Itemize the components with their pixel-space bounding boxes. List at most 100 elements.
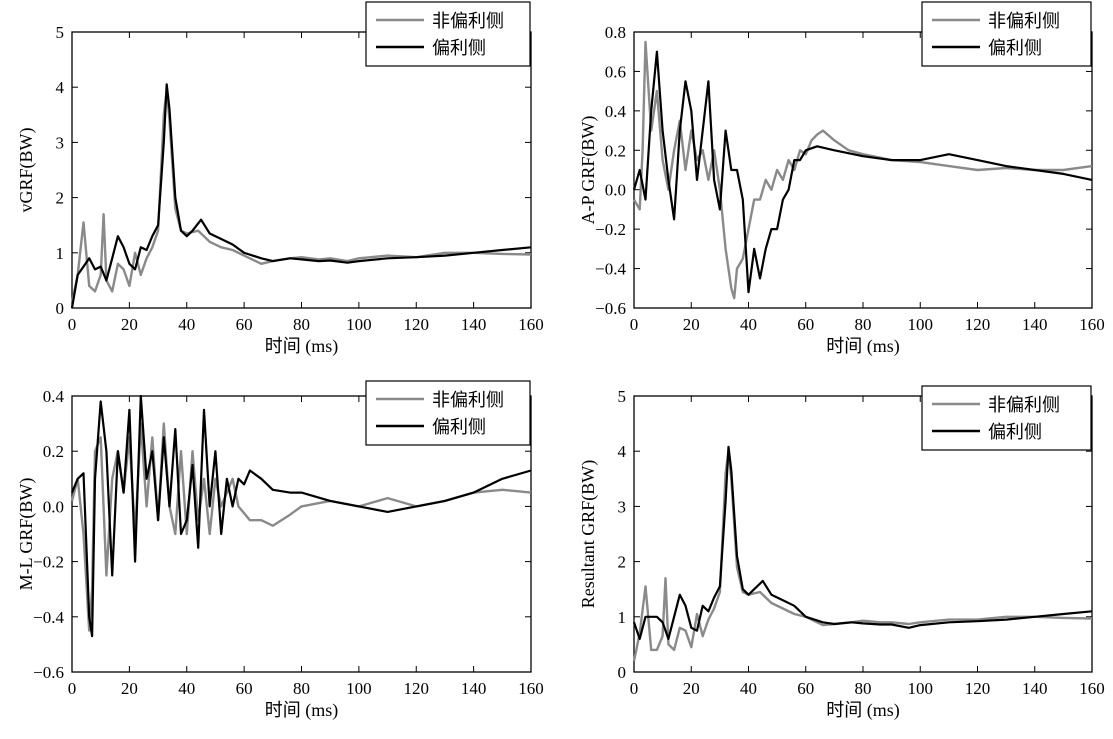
- legend-label: 偏利侧: [432, 38, 486, 59]
- y-tick-label: 2: [56, 189, 65, 208]
- x-tick-label: 80: [293, 315, 310, 334]
- y-tick-label: −0.6: [595, 299, 626, 318]
- x-tick-label: 60: [797, 679, 814, 698]
- y-tick-label: 0: [618, 663, 627, 682]
- x-tick-label: 160: [518, 679, 544, 698]
- series-line-dominant: [632, 50, 1093, 294]
- x-tick-label: 60: [236, 679, 253, 698]
- x-tick-label: 160: [1079, 315, 1105, 334]
- y-tick-label: 0.4: [605, 102, 627, 121]
- y-tick-label: −0.6: [33, 663, 64, 682]
- x-tick-label: 0: [68, 679, 77, 698]
- x-tick-label: 140: [461, 315, 487, 334]
- x-tick-label: 100: [346, 315, 372, 334]
- x-axis-label: 时间 (ms): [265, 700, 339, 721]
- x-tick-label: 160: [518, 315, 544, 334]
- x-tick-label: 120: [404, 679, 430, 698]
- y-tick-label: 0.6: [605, 62, 626, 81]
- y-tick-label: −0.2: [595, 220, 626, 239]
- y-axis-label: A-P GRF(BW): [578, 116, 599, 225]
- chart-panel-1: 0 20 40 60 80 100 120 140 160 0 1 2 3 4 5 时间 (ms) vGRF(B…: [16, 1, 544, 357]
- x-tick-label: 120: [965, 315, 991, 334]
- x-tick-label: 0: [630, 679, 639, 698]
- x-tick-label: 80: [855, 315, 872, 334]
- y-tick-label: −0.2: [33, 553, 64, 572]
- y-tick-label: 0.2: [605, 141, 626, 160]
- x-tick-label: 120: [404, 315, 430, 334]
- series-line-dominant: [70, 83, 532, 309]
- x-tick-label: 140: [461, 679, 487, 698]
- plot-frame: [71, 31, 532, 309]
- x-tick-label: 80: [293, 679, 310, 698]
- legend-label: 非偏利侧: [988, 395, 1060, 416]
- x-axis-label: 时间 (ms): [265, 336, 339, 357]
- series-line-non-dominant: [70, 422, 532, 632]
- x-tick-label: 20: [121, 679, 138, 698]
- x-tick-label: 40: [740, 315, 757, 334]
- y-tick-label: 0: [56, 299, 65, 318]
- y-tick-label: 5: [618, 387, 627, 406]
- y-tick-label: 3: [618, 497, 627, 516]
- series-line-non-dominant: [70, 88, 532, 303]
- x-tick-label: 120: [965, 679, 991, 698]
- y-tick-label: 0.0: [605, 181, 626, 200]
- y-tick-label: 1: [56, 244, 65, 263]
- legend-label: 非偏利侧: [988, 11, 1060, 32]
- y-tick-label: 0.8: [605, 23, 626, 42]
- y-axis-label: Resultant GRF(BW): [578, 460, 599, 609]
- x-tick-label: 140: [1022, 315, 1048, 334]
- x-tick-label: 140: [1022, 679, 1048, 698]
- legend-label: 非偏利侧: [432, 11, 504, 32]
- legend-label: 偏利侧: [988, 38, 1042, 59]
- y-axis-label: vGRF(BW): [16, 127, 37, 212]
- x-tick-label: 80: [855, 679, 872, 698]
- x-tick-label: 60: [236, 315, 253, 334]
- y-tick-label: 5: [56, 23, 65, 42]
- y-tick-label: 3: [56, 133, 65, 152]
- legend-box: [921, 385, 1092, 451]
- series-line-non-dominant: [632, 450, 1093, 662]
- chart-panel-3: 0 20 40 60 80 100 120 140 160 −0.6 −0.4 −0.2 0.0 0.2 0…: [16, 380, 544, 721]
- y-tick-label: 4: [56, 78, 65, 97]
- y-tick-label: 0.0: [43, 497, 64, 516]
- x-tick-label: 0: [68, 315, 77, 334]
- legend-box: [365, 380, 531, 446]
- y-tick-label: 0.2: [43, 442, 64, 461]
- x-tick-label: 40: [740, 679, 757, 698]
- chart-panel-4: 0 20 40 60 80 100 120 140 160 0 1 2 3 4 5 时间 (ms) Result…: [578, 385, 1105, 721]
- y-axis-label: M-L GRF(BW): [16, 478, 37, 591]
- x-tick-label: 20: [121, 315, 138, 334]
- x-axis-label: 时间 (ms): [826, 700, 900, 721]
- y-tick-label: 0.4: [43, 387, 65, 406]
- legend-box: [365, 1, 531, 67]
- y-tick-label: −0.4: [33, 608, 64, 627]
- y-tick-label: 2: [618, 553, 627, 572]
- x-axis-label: 时间 (ms): [826, 336, 900, 357]
- x-tick-label: 20: [683, 679, 700, 698]
- x-tick-label: 60: [797, 315, 814, 334]
- x-tick-label: 0: [630, 315, 639, 334]
- series-line-dominant: [70, 394, 532, 638]
- y-tick-label: −0.4: [595, 260, 626, 279]
- x-tick-label: 20: [683, 315, 700, 334]
- series-line-non-dominant: [632, 40, 1093, 300]
- legend-label: 非偏利侧: [432, 390, 504, 411]
- legend-box: [921, 1, 1092, 67]
- series-line-dominant: [632, 445, 1093, 640]
- x-tick-label: 160: [1079, 679, 1105, 698]
- chart-panel-2: 0 20 40 60 80 100 120 140 160 −0.6 −0.4 −0.2 0.0 0.2 0…: [578, 1, 1105, 357]
- y-tick-label: 4: [618, 442, 627, 461]
- x-tick-label: 40: [178, 679, 195, 698]
- x-tick-label: 100: [346, 679, 372, 698]
- x-tick-label: 100: [908, 679, 934, 698]
- x-tick-label: 40: [178, 315, 195, 334]
- y-tick-label: 1: [618, 608, 627, 627]
- legend-label: 偏利侧: [432, 417, 486, 438]
- legend-label: 偏利侧: [988, 422, 1042, 443]
